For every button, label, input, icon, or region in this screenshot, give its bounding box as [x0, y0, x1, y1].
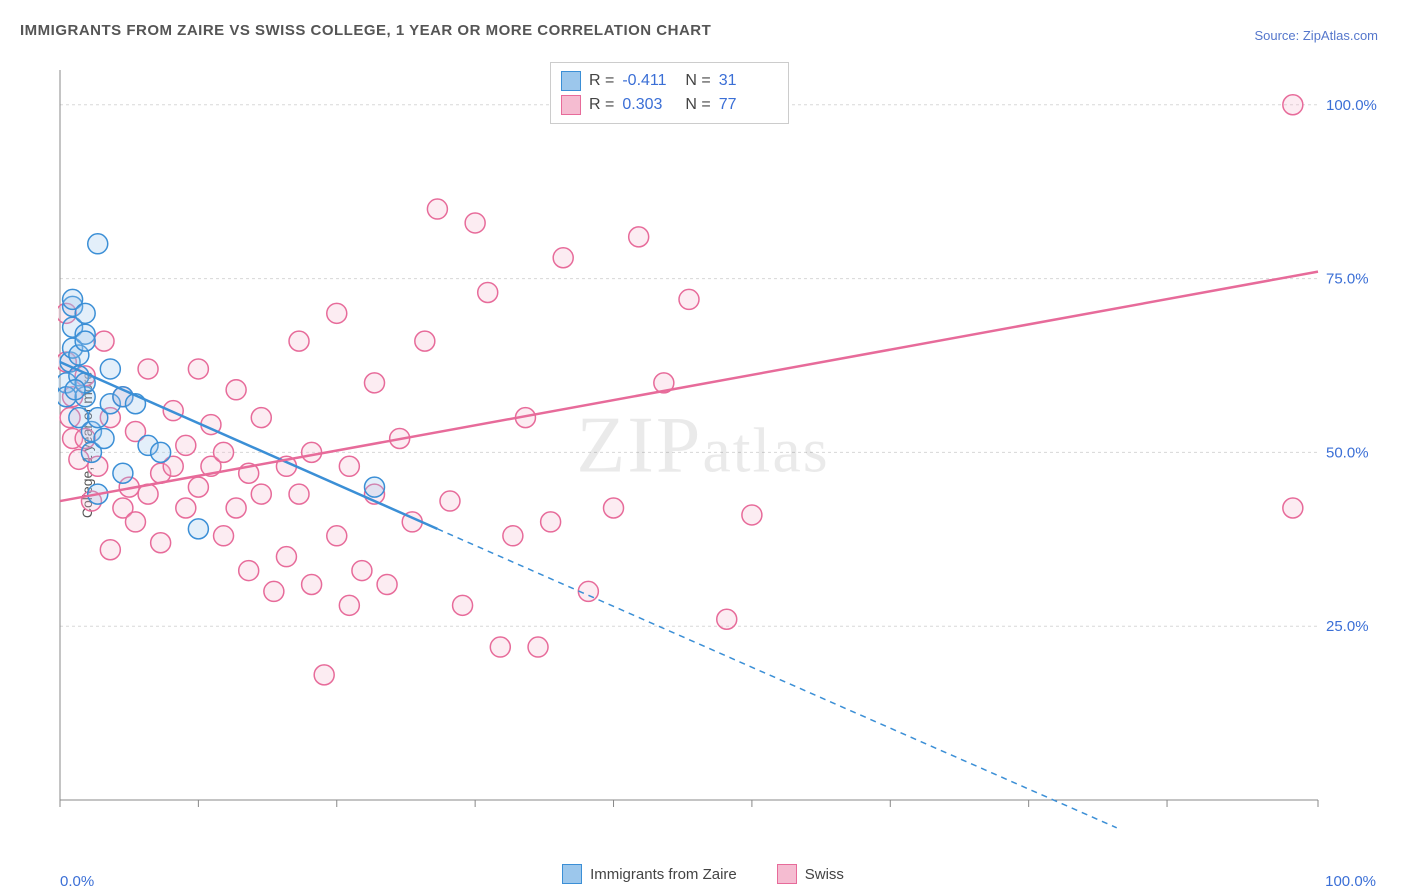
legend-item-1: Swiss: [777, 864, 844, 884]
scatter-plot: 25.0% 50.0% 75.0% 100.0%: [58, 60, 1378, 830]
r-value-0: -0.411: [622, 69, 677, 93]
stats-row-series-1: R = 0.303 N = 77: [561, 93, 774, 117]
svg-text:100.0%: 100.0%: [1326, 97, 1377, 114]
r-label: R =: [589, 93, 614, 117]
n-value-0: 31: [719, 69, 774, 93]
legend-swatch-blue: [561, 71, 581, 91]
svg-text:50.0%: 50.0%: [1326, 444, 1369, 461]
legend-swatch-pink: [777, 864, 797, 884]
svg-text:75.0%: 75.0%: [1326, 271, 1369, 288]
legend-item-0: Immigrants from Zaire: [562, 864, 737, 884]
chart-title: IMMIGRANTS FROM ZAIRE VS SWISS COLLEGE, …: [20, 22, 711, 39]
source-attribution: Source: ZipAtlas.com: [1254, 28, 1378, 43]
n-value-1: 77: [719, 93, 774, 117]
svg-text:25.0%: 25.0%: [1326, 618, 1369, 635]
legend-label-0: Immigrants from Zaire: [590, 866, 737, 883]
x-axis-legend: Immigrants from Zaire Swiss: [0, 864, 1406, 884]
legend-swatch-blue: [562, 864, 582, 884]
n-label: N =: [685, 93, 710, 117]
stats-row-series-0: R = -0.411 N = 31: [561, 69, 774, 93]
x-axis-max-label: 100.0%: [1325, 873, 1376, 890]
legend-swatch-pink: [561, 95, 581, 115]
legend-label-1: Swiss: [805, 866, 844, 883]
r-value-1: 0.303: [622, 93, 677, 117]
r-label: R =: [589, 69, 614, 93]
n-label: N =: [685, 69, 710, 93]
stats-legend-box: R = -0.411 N = 31 R = 0.303 N = 77: [550, 62, 789, 124]
x-axis-min-label: 0.0%: [60, 873, 94, 890]
